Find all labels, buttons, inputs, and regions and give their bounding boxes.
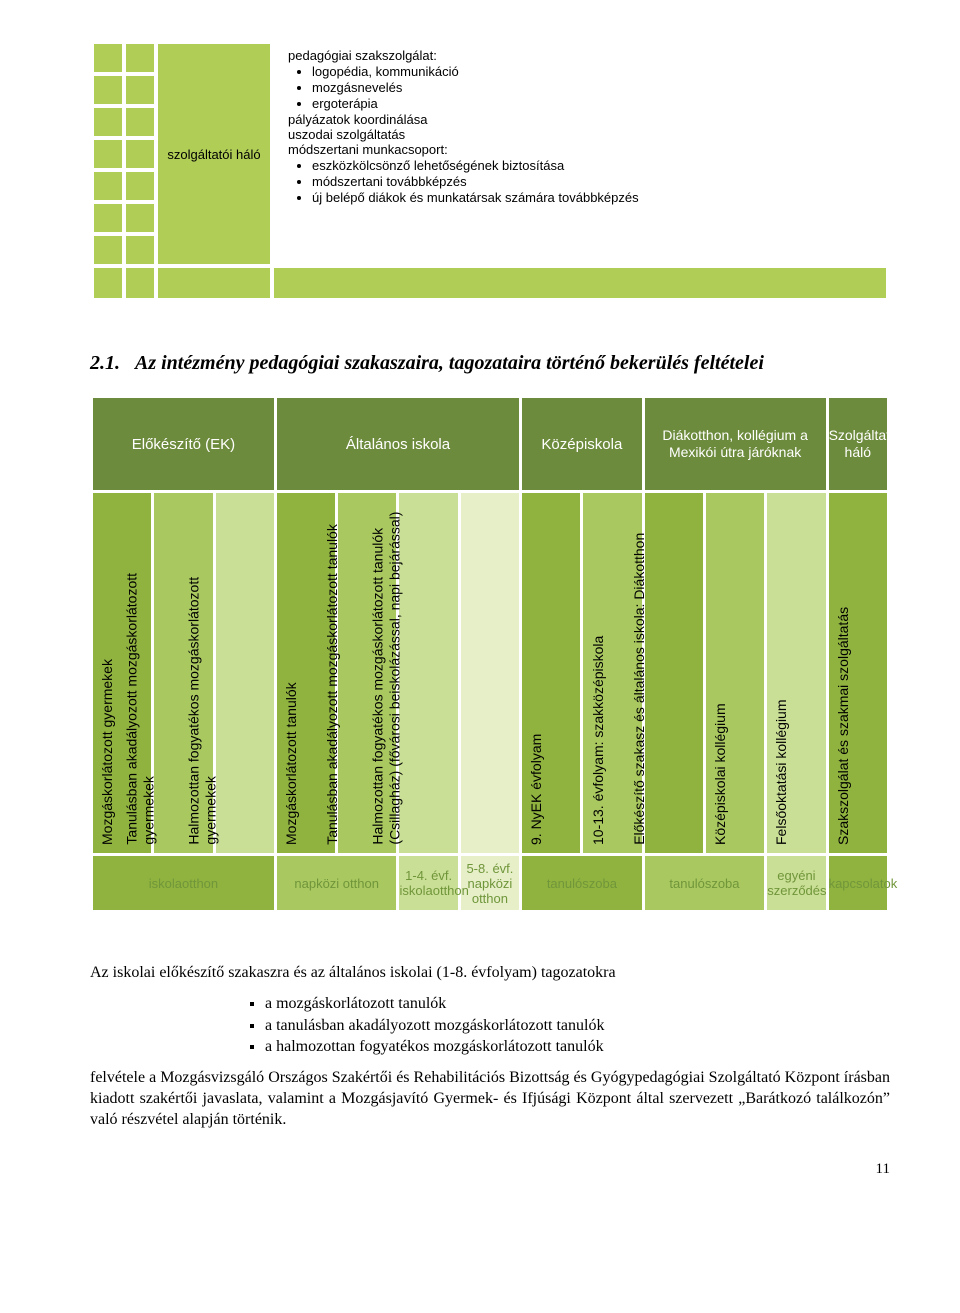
top-sub-bullets2: eszközkölcsönző lehetőségének biztosítás…	[312, 158, 872, 205]
hdr-altalanos: Általános iskola	[277, 398, 519, 490]
column-cell: Előkészítő szakasz és általános iskola: …	[645, 493, 703, 853]
body-text: Az iskolai előkészítő szakaszra és az ál…	[90, 963, 890, 1131]
top-line: módszertani munkacsoport:	[288, 142, 872, 157]
li: módszertani továbbképzés	[312, 174, 872, 189]
footer-cell: kapcsolatok	[829, 856, 887, 910]
hdr-elokeszito: Előkészítő (EK)	[93, 398, 274, 490]
column-label: Felsőoktatási kollégium	[773, 699, 789, 845]
top-line: uszodai szolgáltatás	[288, 127, 872, 142]
column-label: 10-13. évfolyam: szakközépiskola	[590, 636, 606, 845]
column-label: Előkészítő szakasz és általános iskola: …	[631, 505, 648, 845]
column-label: Mozgáskorlátozott tanulók	[283, 682, 299, 845]
footer-cell: tanulószoba	[522, 856, 642, 910]
li: a mozgáskorlátozott tanulók	[265, 994, 890, 1015]
li: a halmozottan fogyatékos mozgáskorlátozo…	[265, 1037, 890, 1058]
footer-cell: napközi otthon	[277, 856, 397, 910]
deco-square	[126, 44, 154, 72]
li: a tanulásban akadályozott mozgáskorlátoz…	[265, 1016, 890, 1037]
column-label: Halmozottan fogyatékos mozgáskorlátozott…	[185, 505, 219, 845]
top-sub-bullets: logopédia, kommunikáció mozgásnevelés er…	[312, 64, 872, 111]
column-cell: Felsőoktatási kollégium	[767, 493, 825, 853]
column-cell: Szakszolgálat és szakmai szolgáltatás	[829, 493, 887, 853]
column-cell: 9. NyEK évfolyam	[522, 493, 580, 853]
hdr-szolgaltatoi: Szolgáltatói háló	[829, 398, 887, 490]
footer-row: iskolaotthonnapközi otthon1-4. évf. isko…	[93, 856, 887, 910]
body-bullets: a mozgáskorlátozott tanulók a tanulásban…	[265, 994, 890, 1058]
body-paragraph: felvétele a Mozgásvizsgáló Országos Szak…	[90, 1068, 890, 1130]
column-label: Tanulásban akadályozott mozgáskorlátozot…	[325, 505, 342, 845]
top-line: pályázatok koordinálása	[288, 112, 872, 127]
section-title: Az intézmény pedagógiai szakaszaira, tag…	[135, 352, 835, 375]
column-label: 9. NyEK évfolyam	[528, 734, 544, 845]
footer-cell: 5-8. évf. napközi otthon	[461, 856, 519, 910]
header-row: Előkészítő (EK) Általános iskola Középis…	[93, 398, 887, 490]
top-info-table: szolgáltatói háló pedagógiai szakszolgál…	[90, 40, 890, 302]
column-cell: Halmozottan fogyatékos mozgáskorlátozott…	[216, 493, 274, 853]
footer-cell: iskolaotthon	[93, 856, 274, 910]
section-heading: 2.1. Az intézmény pedagógiai szakaszaira…	[90, 352, 890, 375]
top-left-label: szolgáltatói háló	[158, 44, 270, 264]
vertical-row: Mozgáskorlátozott gyermekek Tanulásban ak…	[93, 493, 887, 853]
top-heading: pedagógiai szakszolgálat:	[288, 48, 872, 63]
footer-cell: egyéni szerződés	[767, 856, 825, 910]
column-cell	[461, 493, 519, 853]
column-label: Szakszolgálat és szakmai szolgáltatás	[835, 607, 851, 845]
column-label: Középiskolai kollégium	[712, 703, 728, 845]
li: új belépő diákok és munkatársak számára …	[312, 190, 872, 205]
hdr-kozepiskola: Középiskola	[522, 398, 642, 490]
deco-square	[94, 44, 122, 72]
column-cell: Halmozottan fogyatékos mozgáskorlátozott…	[399, 493, 457, 853]
column-label: Tanulásban akadályozott mozgáskorlátozot…	[124, 505, 158, 845]
footer-cell: tanulószoba	[645, 856, 765, 910]
structure-table: Előkészítő (EK) Általános iskola Középis…	[90, 395, 890, 913]
column-label: Halmozottan fogyatékos mozgáskorlátozott…	[369, 505, 403, 845]
top-content-cell: pedagógiai szakszolgálat: logopédia, kom…	[274, 44, 886, 264]
intro-line: Az iskolai előkészítő szakaszra és az ál…	[90, 963, 890, 984]
li: logopédia, kommunikáció	[312, 64, 872, 79]
li: ergoterápia	[312, 96, 872, 111]
column-cell: Középiskolai kollégium	[706, 493, 764, 853]
footer-cell: 1-4. évf. iskolaotthon	[399, 856, 457, 910]
hdr-diakotthon: Diákotthon, kollégium a Mexikói útra jár…	[645, 398, 826, 490]
page-number: 11	[90, 1161, 890, 1178]
li: mozgásnevelés	[312, 80, 872, 95]
column-label: Mozgáskorlátozott gyermekek	[99, 659, 115, 845]
li: eszközkölcsönző lehetőségének biztosítás…	[312, 158, 872, 173]
section-number: 2.1.	[90, 352, 130, 375]
